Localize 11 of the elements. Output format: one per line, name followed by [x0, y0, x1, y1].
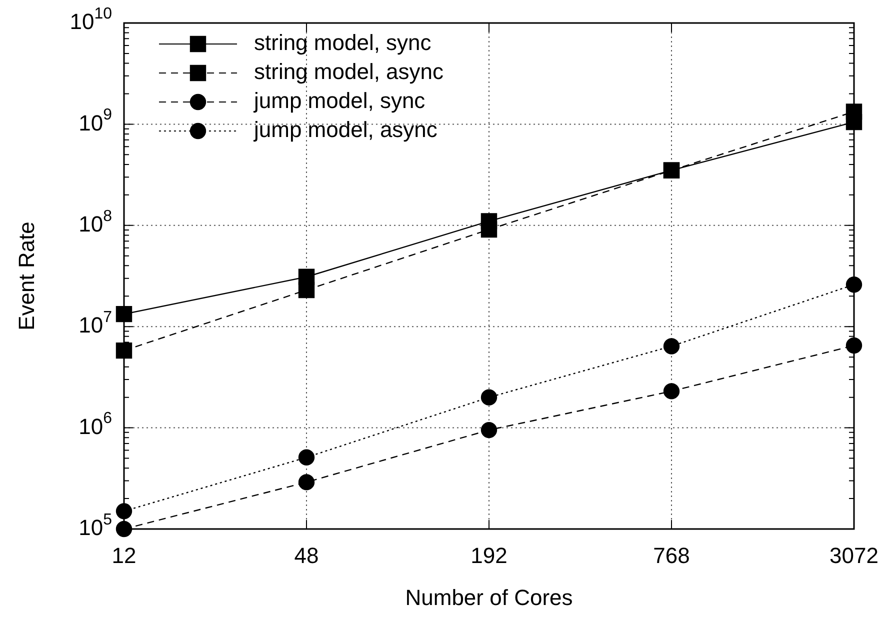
x-tick-label: 48	[294, 543, 319, 568]
x-axis-title: Number of Cores	[405, 585, 573, 610]
legend-label: jump model, async	[253, 117, 438, 142]
x-tick-label: 192	[470, 543, 508, 568]
x-tick-label: 768	[653, 543, 690, 568]
y-axis-title: Event Rate	[14, 222, 40, 330]
legend-label: string model, async	[254, 59, 444, 84]
legend-label: jump model, sync	[253, 88, 426, 114]
x-tick-label: 3072	[830, 543, 878, 568]
x-tick-label: 12	[112, 543, 136, 568]
legend-label: string model, sync	[254, 30, 432, 56]
